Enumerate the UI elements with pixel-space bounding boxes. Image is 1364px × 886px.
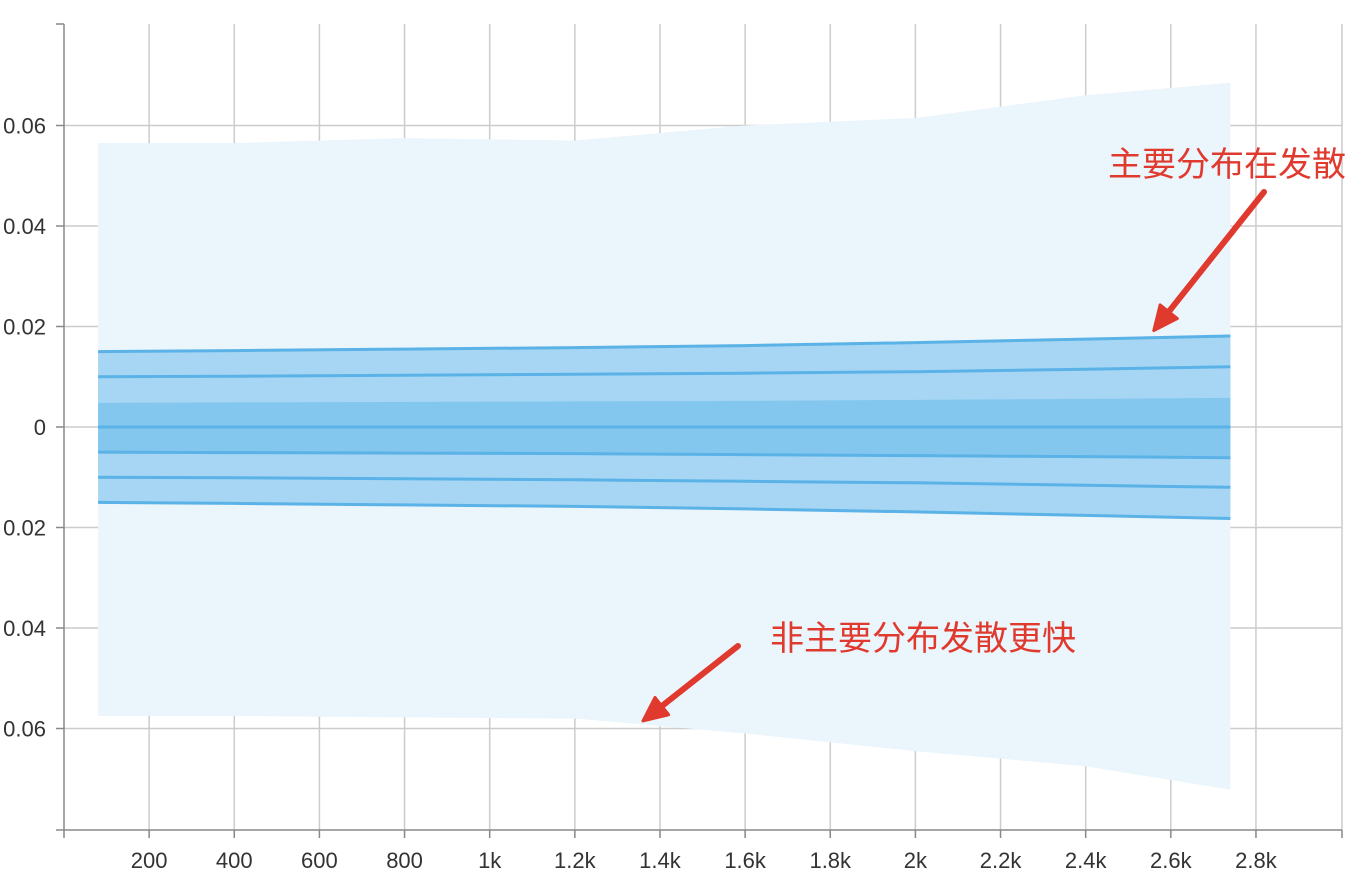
distribution-bands <box>98 82 1231 790</box>
annotation-arrow <box>658 643 741 710</box>
annotation-arrowhead <box>641 695 671 723</box>
x-tick-label: 200 <box>131 848 168 873</box>
y-tick-label: 0.04 <box>3 616 46 641</box>
x-tick-label: 600 <box>301 848 338 873</box>
y-tick-label: 0 <box>34 415 46 440</box>
annotation-arrow <box>1165 189 1267 315</box>
x-tick-label: 2.6k <box>1150 848 1193 873</box>
x-tick-label: 1.2k <box>554 848 597 873</box>
x-tick-label: 2.4k <box>1065 848 1108 873</box>
x-tick-label: 1.8k <box>809 848 852 873</box>
x-tick-label: 400 <box>216 848 253 873</box>
y-tick-label: 0.06 <box>3 114 46 139</box>
x-axis-ticks: 200 400 600 800 1k 1.2k 1.4k 1.6k 1.8k 2k 2.2k 2.4k… <box>131 830 1278 873</box>
distribution-lines <box>98 334 1231 520</box>
annotation-label: 主要分布在发散 <box>1108 145 1346 185</box>
x-tick-label: 2k <box>904 848 928 873</box>
y-tick-label: 0.06 <box>3 717 46 742</box>
x-tick-label: 1k <box>478 848 502 873</box>
series-line-sigma-lower-2 <box>98 500 1231 520</box>
series-line-sigma-lower-half <box>98 450 1231 460</box>
series-line-sigma-upper-2 <box>98 334 1231 354</box>
series-line-sigma-upper-1 <box>98 365 1231 379</box>
x-tick-label: 1.6k <box>724 848 767 873</box>
annotation-arrowhead <box>1152 303 1179 333</box>
x-tick-label: 2.2k <box>980 848 1023 873</box>
x-tick-label: 2.8k <box>1235 848 1278 873</box>
x-tick-label: 800 <box>386 848 423 873</box>
y-tick-label: 0.02 <box>3 516 46 541</box>
series-line-sigma-lower-1 <box>98 475 1231 489</box>
y-tick-label: 0.02 <box>3 315 46 340</box>
y-tick-label: 0.04 <box>3 214 46 239</box>
x-tick-label: 1.4k <box>639 848 682 873</box>
y-axis-ticks: 0.06 0.04 0.02 0 0.02 0.04 0.06 <box>3 114 64 742</box>
annotation-label: 非主要分布发散更快 <box>770 619 1076 659</box>
